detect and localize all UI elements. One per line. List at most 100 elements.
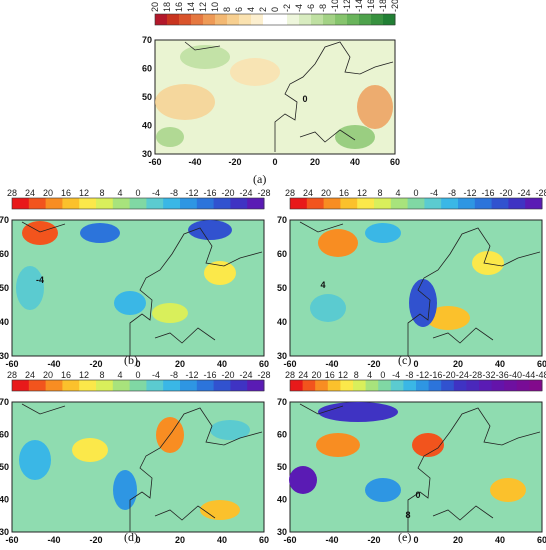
colorbar-c-label: 28 (285, 188, 295, 198)
colorbar-e-swatch (290, 380, 304, 391)
colorbar-e-label: 12 (338, 370, 348, 380)
y-tick-label-b: 50 (0, 283, 9, 293)
colorbar-a-label: 6 (234, 7, 244, 12)
colorbar-b-swatch (28, 198, 47, 209)
colorbar-e-outline (289, 379, 543, 392)
panel-e: 28 24 20 16 12 8 4 0 -4 -8 -12 -16 -20 -24 -28 -32 -36 -4… (277, 370, 546, 550)
colorbar-a-swatch (323, 14, 336, 25)
x-tick-label-e: 0 (413, 535, 418, 545)
y-tick-label-c: 60 (277, 249, 287, 259)
colorbar-b-swatch (96, 198, 114, 209)
colorbar-d-swatch (62, 380, 80, 391)
colorbar-a-label: 4 (246, 7, 256, 12)
colorbar-c: 28 24 20 16 12 8 4 0 -4 -8 -12 -16 -20 -24 -28 (285, 188, 546, 210)
colorbar-e-swatch (390, 380, 404, 391)
colorbar-c-swatch (306, 198, 325, 209)
colorbar-a-swatch (155, 14, 168, 25)
colorbar-b-swatch (79, 198, 97, 209)
colorbar-d-label: -8 (170, 370, 178, 380)
colorbar-e-label: 20 (312, 370, 322, 380)
y-tick-label-d: 60 (0, 430, 9, 440)
colorbar-e-swatch (302, 380, 316, 391)
x-tick-label-d: -40 (47, 535, 60, 545)
colorbar-b-label: -20 (221, 188, 234, 198)
colorbar-b-label: -4 (152, 188, 160, 198)
colorbar-b-label: -16 (203, 188, 216, 198)
x-axis-c: -60 -40 -20 0 20 40 60 (283, 359, 546, 369)
x-tick-label-c: -20 (367, 359, 380, 369)
colorbar-b-label: 28 (7, 188, 17, 198)
colorbar-d-label: 28 (7, 370, 17, 380)
y-tick-label-c: 70 (277, 215, 287, 225)
x-tick-label-b: -20 (89, 359, 102, 369)
colorbar-d-swatch (79, 380, 97, 391)
colorbar-a-label: -4 (294, 4, 304, 12)
map-c-coastline (299, 221, 541, 356)
colorbar-c-outline (289, 197, 543, 210)
colorbar-d-swatch (112, 380, 131, 391)
map-c-anomaly-cool-1 (409, 279, 437, 327)
colorbar-b-swatch (196, 198, 215, 209)
y-tick-label-c: 40 (277, 317, 287, 327)
colorbar-d-label: -28 (257, 370, 270, 380)
x-tick-label-b: -60 (5, 359, 18, 369)
map-e-frame (289, 401, 543, 533)
colorbar-a-label: 16 (174, 2, 184, 12)
colorbar-a-swatch (287, 14, 300, 25)
map-a-anomaly-warm-3 (357, 85, 393, 129)
colorbar-e-swatch (479, 380, 493, 391)
map-a-anomaly-cool-2 (335, 125, 375, 149)
x-axis-e: -60 -40 -20 0 20 40 60 (283, 535, 546, 545)
panel-d: 28 24 20 16 12 8 4 0 -4 -8 -12 -16 -20 -24 -28 -60 -40-… (0, 370, 271, 550)
x-tick-label-d: 60 (259, 535, 269, 545)
x-tick-label-a: 40 (350, 157, 360, 167)
colorbar-e-swatch (416, 380, 430, 391)
y-tick-label-c: 30 (277, 351, 287, 361)
y-tick-label-e: 60 (277, 430, 287, 440)
map-c-anomaly-cool-2 (365, 223, 401, 243)
map-c-anomaly-warm-3 (426, 306, 470, 330)
colorbar-a-swatch (335, 14, 348, 25)
colorbar-e-swatch (441, 380, 455, 391)
colorbar-a-swatch (263, 14, 276, 25)
colorbar-a-label: -14 (354, 0, 364, 12)
colorbar-d-label: -24 (239, 370, 252, 380)
colorbar-c-label: -20 (499, 188, 512, 198)
colorbar-d-swatch (163, 380, 181, 391)
y-tick-label-d: 40 (0, 495, 9, 505)
colorbar-d-label: 4 (117, 370, 122, 380)
x-tick-label-e: 40 (495, 535, 505, 545)
colorbar-c-label: 0 (413, 188, 418, 198)
colorbar-e-label: 24 (298, 370, 308, 380)
colorbar-d-swatch (129, 380, 147, 391)
map-a-anomaly-cool-1 (180, 45, 230, 69)
map-a: 0 (154, 39, 396, 155)
colorbar-c-swatch (340, 198, 358, 209)
colorbar-c-label: -12 (463, 188, 476, 198)
colorbar-d-label: 16 (61, 370, 71, 380)
colorbar-a-label: 2 (258, 7, 268, 12)
colorbar-e-label: -8 (405, 370, 413, 380)
colorbar-b-swatch (163, 198, 181, 209)
colorbar-a-swatch (347, 14, 360, 25)
x-tick-label-c: 60 (537, 359, 546, 369)
colorbar-b-label: 16 (61, 188, 71, 198)
y-tick-label-b: 60 (0, 249, 9, 259)
colorbar-e-label: 8 (354, 370, 359, 380)
colorbar-e-swatch (516, 380, 530, 391)
map-d-anomaly-cool-1 (19, 440, 51, 480)
colorbar-c-swatch (525, 198, 543, 209)
map-e-anomaly-warm-1 (316, 433, 360, 457)
colorbar-e-label: -12 (416, 370, 429, 380)
colorbar-c-label: 12 (357, 188, 367, 198)
colorbar-b-swatch (12, 198, 30, 209)
y-tick-label-a: 40 (142, 121, 152, 131)
colorbar-e-swatch (365, 380, 379, 391)
colorbar-c-label: 16 (339, 188, 349, 198)
colorbar-c-label: -28 (535, 188, 546, 198)
colorbar-e: 28 24 20 16 12 8 4 0 -4 -8 -12 -16 -20 -24 -28 -32 -36 -4… (285, 370, 546, 392)
y-tick-label-c: 50 (277, 283, 287, 293)
colorbar-a-swatch (359, 14, 372, 25)
panel-d-svg: 28 24 20 16 12 8 4 0 -4 -8 -12 -16 -20 -24 -28 -60 -40-… (0, 370, 271, 545)
